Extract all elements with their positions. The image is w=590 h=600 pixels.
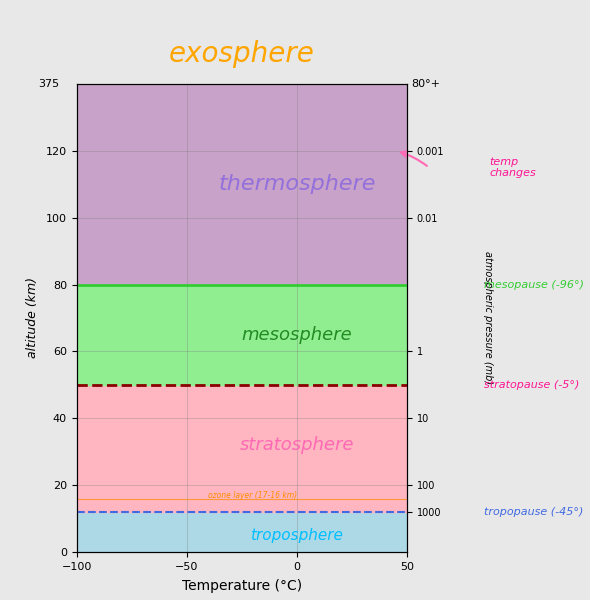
Text: troposphere: troposphere [251, 528, 343, 543]
Text: tropopause (-45°): tropopause (-45°) [484, 507, 583, 517]
Text: mesosphere: mesosphere [241, 326, 352, 344]
Y-axis label: altitude (km): altitude (km) [26, 277, 39, 358]
Bar [77, 512, 407, 552]
Bar [77, 284, 407, 385]
Text: 375: 375 [38, 79, 59, 89]
Text: stratopause (-5°): stratopause (-5°) [484, 380, 579, 390]
Text: 80°+: 80°+ [411, 79, 441, 89]
Text: exosphere: exosphere [169, 40, 315, 68]
X-axis label: Temperature (°C): Temperature (°C) [182, 578, 302, 593]
Text: thermosphere: thermosphere [218, 174, 376, 194]
Bar [77, 385, 407, 512]
Text: ozone layer (17-16 km): ozone layer (17-16 km) [208, 491, 297, 500]
Text: temp
changes: temp changes [490, 157, 536, 178]
Bar [77, 84, 407, 284]
Text: mesopause (-96°): mesopause (-96°) [484, 280, 584, 290]
Y-axis label: atmospheric pressure (mb): atmospheric pressure (mb) [483, 251, 493, 385]
Text: stratosphere: stratosphere [240, 436, 354, 454]
